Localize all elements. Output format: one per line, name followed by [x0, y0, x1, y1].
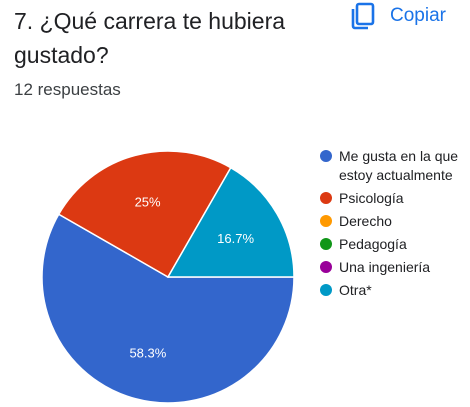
chart-legend: Me gusta en la que estoy actualmente Psic… — [320, 147, 468, 304]
question-title: 7. ¿Qué carrera te hubiera gustado? — [14, 8, 286, 68]
copy-label: Copiar — [390, 5, 446, 26]
pie-slice-5[interactable] — [166, 166, 295, 278]
legend-swatch — [320, 238, 332, 250]
legend-item[interactable]: Otra* — [320, 281, 468, 300]
legend-label: Me gusta en la que estoy actualmente — [339, 148, 459, 183]
pie-slice-0[interactable] — [41, 213, 295, 404]
legend-swatch — [320, 150, 332, 162]
legend-swatch — [320, 284, 332, 296]
legend-item[interactable]: Una ingeniería — [320, 258, 468, 277]
legend-swatch — [320, 215, 332, 227]
pie-slice-label-0: 58.3% — [129, 346, 166, 361]
pie-slice-label-1: 25% — [135, 195, 161, 210]
copy-chart-button[interactable]: Copiar — [350, 0, 446, 32]
legend-label: Otra* — [339, 282, 372, 298]
legend-label: Psicología — [339, 190, 404, 206]
pie-slices — [41, 150, 295, 404]
legend-swatch — [320, 192, 332, 204]
pie-labels: 58.3% 25% 16.7% — [129, 195, 254, 361]
copy-icon — [350, 2, 376, 30]
legend-item[interactable]: Me gusta en la que estoy actualmente — [320, 147, 468, 185]
legend-item[interactable]: Pedagogía — [320, 235, 468, 254]
pie-slice-1[interactable] — [57, 150, 232, 279]
legend-swatch — [320, 261, 332, 273]
legend-item[interactable]: Psicología — [320, 189, 468, 208]
pie-slice-label-5: 16.7% — [217, 231, 254, 246]
legend-label: Pedagogía — [339, 236, 407, 252]
response-count: 12 respuestas — [14, 80, 121, 99]
legend-item[interactable]: Derecho — [320, 212, 468, 231]
legend-label: Derecho — [339, 213, 392, 229]
legend-label: Una ingeniería — [339, 259, 431, 275]
